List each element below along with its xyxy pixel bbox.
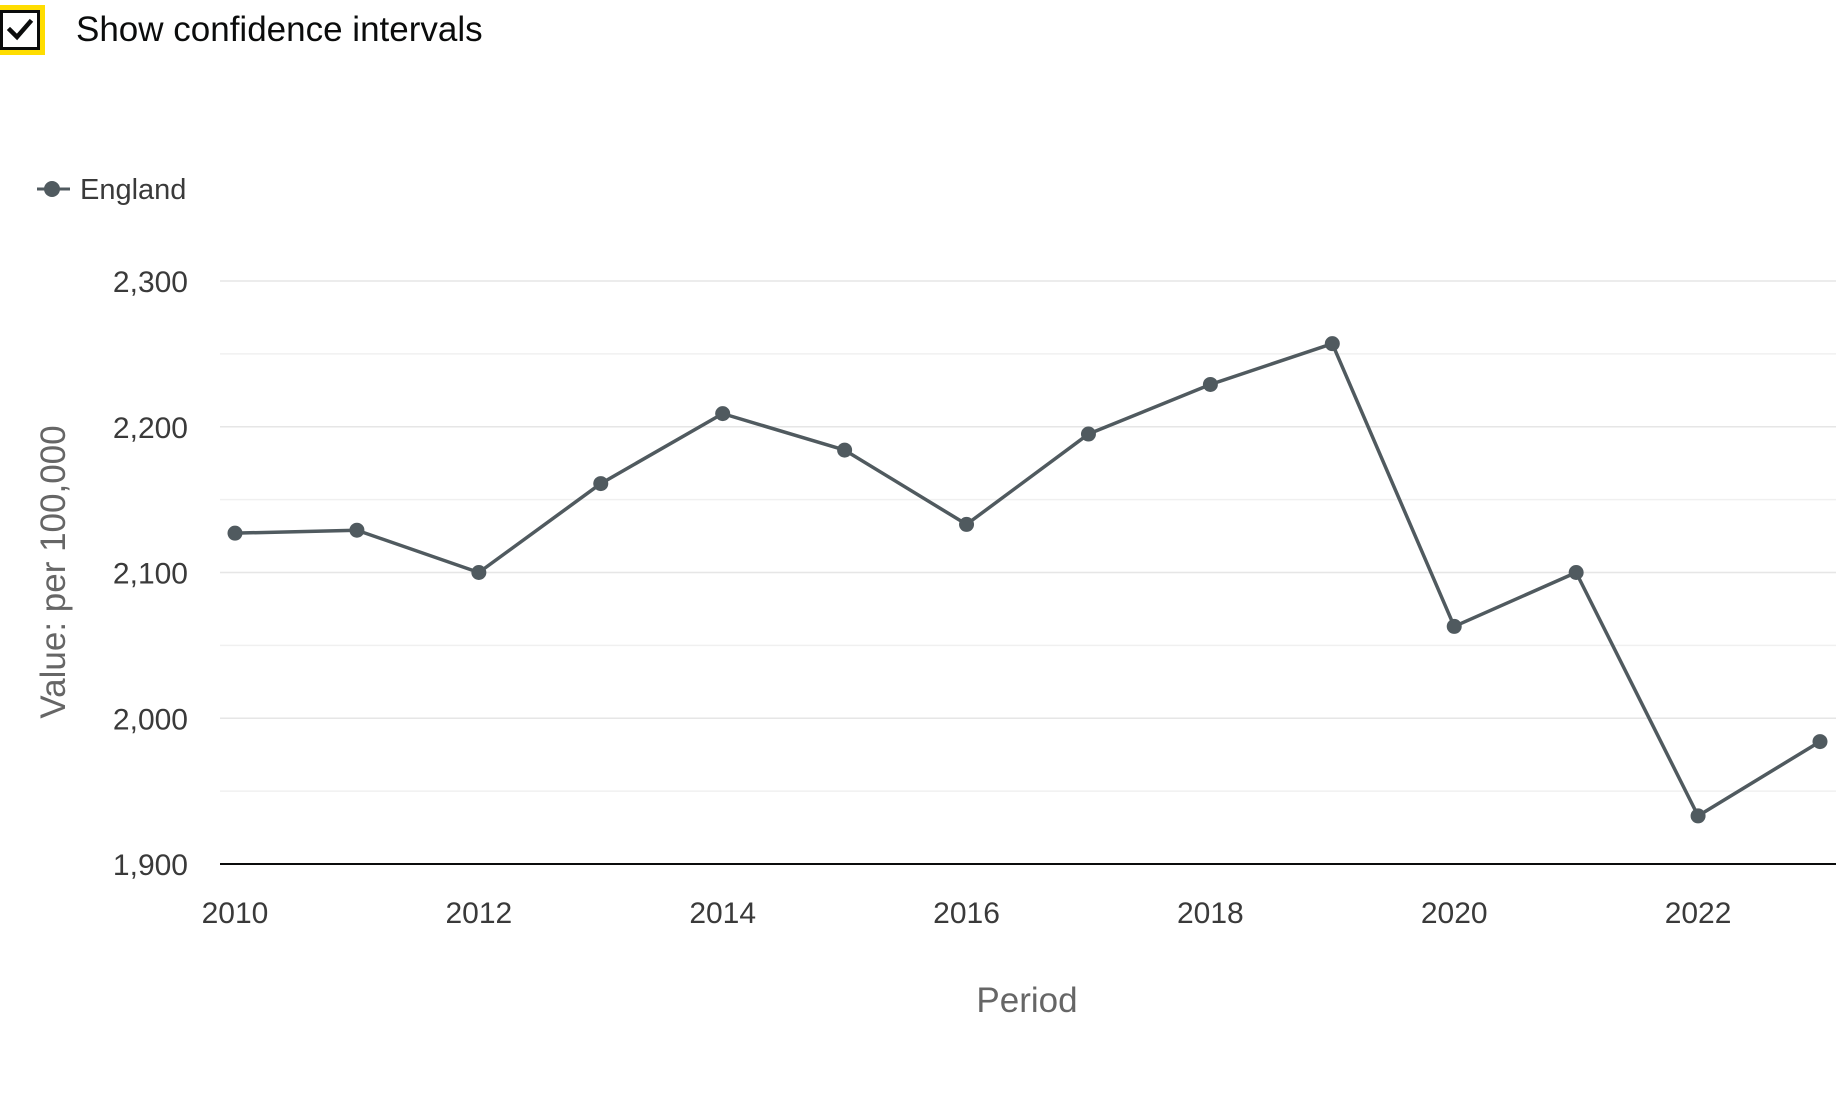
x-tick-label: 2020 xyxy=(1421,897,1488,930)
data-point[interactable] xyxy=(593,476,609,492)
data-point[interactable] xyxy=(1568,565,1584,580)
data-point[interactable] xyxy=(1324,336,1340,352)
series-england xyxy=(227,336,1828,824)
confidence-interval-label: Show confidence intervals xyxy=(76,10,483,49)
x-tick-label: 2010 xyxy=(202,897,269,930)
y-tick-label: 2,000 xyxy=(113,703,188,736)
series-line-england xyxy=(234,341,1821,818)
y-tick-label: 1,900 xyxy=(113,849,188,882)
legend-label-england: England xyxy=(80,174,186,206)
confidence-interval-toggle[interactable]: Show confidence intervals xyxy=(0,5,483,55)
x-tick-label: 2014 xyxy=(689,897,756,930)
data-point[interactable] xyxy=(1812,734,1828,750)
data-point[interactable] xyxy=(1202,376,1218,392)
data-point[interactable] xyxy=(1446,618,1462,634)
legend: England xyxy=(37,174,186,206)
data-point[interactable] xyxy=(471,565,487,580)
confidence-interval-checkbox[interactable] xyxy=(0,5,45,55)
y-tick-label: 2,100 xyxy=(113,558,188,591)
axes: 1,900 2,000 2,100 2,200 2,300 2010 2012 2014 201… xyxy=(113,266,1836,930)
data-point[interactable] xyxy=(349,522,365,538)
y-axis-title: Value: per 100,000 xyxy=(34,425,73,718)
checkmark-icon xyxy=(6,18,34,41)
data-point[interactable] xyxy=(959,516,975,532)
data-point[interactable] xyxy=(715,406,731,422)
data-point[interactable] xyxy=(1080,426,1096,442)
x-axis-title: Period xyxy=(976,981,1077,1020)
x-tick-label: 2012 xyxy=(445,897,512,930)
x-tick-label: 2016 xyxy=(933,897,1000,930)
x-tick-label: 2022 xyxy=(1665,897,1732,930)
y-tick-label: 2,200 xyxy=(113,412,188,445)
y-tick-label: 2,300 xyxy=(113,266,188,299)
legend-marker-england xyxy=(44,181,60,197)
data-point[interactable] xyxy=(837,442,853,458)
data-point[interactable] xyxy=(227,525,243,541)
grid-lines xyxy=(220,280,1836,792)
data-point[interactable] xyxy=(1690,808,1706,824)
x-tick-label: 2018 xyxy=(1177,897,1244,930)
